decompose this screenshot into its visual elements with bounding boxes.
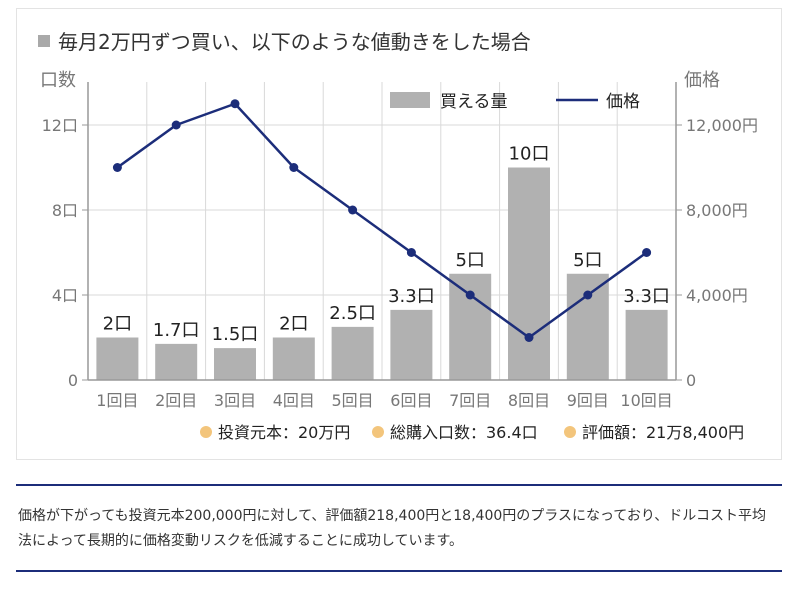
bar <box>508 167 550 380</box>
bar <box>155 343 198 380</box>
chart-title-row: 毎月2万円ずつ買い、以下のような値動きをした場合 <box>38 26 531 55</box>
y-axis-right-title: 価格 <box>684 70 720 91</box>
tick-label-right: 4,000円 <box>686 286 748 305</box>
price-point <box>524 333 534 342</box>
x-tick-label: 4回目 <box>273 391 315 410</box>
bar-data-label: 2.5口 <box>329 303 376 324</box>
price-point <box>348 205 358 215</box>
bar-data-label: 2口 <box>103 314 132 335</box>
bottom-divider <box>16 570 782 572</box>
bar <box>214 348 256 380</box>
caption-text: 価格が下がっても投資元本200,000円に対して、評価額218,400円と18,… <box>18 508 767 549</box>
summary-item: 投資元本：20万円 <box>218 423 350 442</box>
bar-data-label: 2口 <box>279 314 308 335</box>
top-divider <box>16 484 782 486</box>
x-tick-label: 8回目 <box>508 391 550 410</box>
x-tick-label: 6回目 <box>390 391 432 410</box>
bar-data-label: 10口 <box>509 144 550 165</box>
bar <box>449 273 492 380</box>
tick-label-right: 0 <box>686 371 696 390</box>
bar-data-label: 5口 <box>573 250 602 271</box>
tick-label-right: 8,000円 <box>686 201 748 220</box>
bar <box>331 326 374 380</box>
bar <box>272 337 315 380</box>
legend-swatch-bar <box>390 92 430 108</box>
price-point <box>406 248 416 257</box>
bar <box>96 337 139 380</box>
bar-data-label: 1.5口 <box>212 324 259 345</box>
chart-card <box>16 8 782 460</box>
x-tick-label: 5回目 <box>332 391 374 410</box>
bar-data-label: 3.3口 <box>623 286 670 307</box>
tick-label-left: 12口 <box>42 116 78 135</box>
tick-label-left: 8口 <box>52 201 78 220</box>
bar-data-label: 3.3口 <box>388 286 435 307</box>
price-point <box>230 99 240 109</box>
tick-label-left: 4口 <box>52 286 78 305</box>
legend-label-bar: 買える量 <box>440 92 508 112</box>
x-tick-label: 9回目 <box>567 391 609 410</box>
summary-dot <box>564 426 576 438</box>
price-point <box>289 163 299 172</box>
price-line <box>116 102 648 339</box>
y-axis-left-title: 口数 <box>40 70 76 91</box>
tick-label-right: 12,000円 <box>686 116 758 135</box>
title-square-icon <box>38 34 50 47</box>
price-point <box>583 290 593 300</box>
tick-label-left: 0 <box>68 371 78 390</box>
price-point <box>465 290 475 300</box>
price-point <box>171 120 181 130</box>
bar <box>390 309 433 380</box>
x-tick-label: 10回目 <box>620 391 672 410</box>
bar <box>625 309 668 380</box>
price-point <box>642 248 652 257</box>
bar-data-label: 5口 <box>455 250 484 271</box>
price-point <box>112 163 122 172</box>
summary-dot <box>372 426 384 438</box>
bar <box>566 273 609 380</box>
x-tick-label: 1回目 <box>96 391 138 410</box>
summary-item: 総購入口数：36.4口 <box>390 423 538 442</box>
summary-dot <box>200 426 212 438</box>
summary-item: 評価額：21万8,400円 <box>582 423 744 442</box>
bar-data-label: 1.7口 <box>153 320 200 341</box>
x-tick-label: 2回目 <box>155 391 197 410</box>
chart-title: 毎月2万円ずつ買い、以下のような値動きをした場合 <box>58 30 531 54</box>
legend-label-line: 価格 <box>606 92 640 112</box>
x-tick-label: 7回目 <box>449 391 491 410</box>
x-tick-label: 3回目 <box>214 391 256 410</box>
